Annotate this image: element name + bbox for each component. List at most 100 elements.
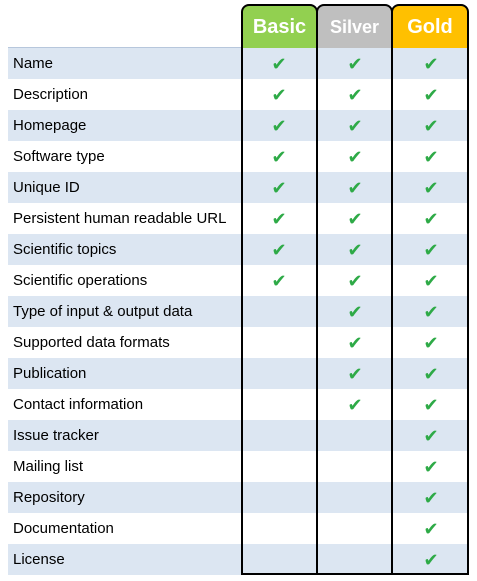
checkmark-icon: ✔: [347, 394, 363, 415]
checkmark-icon: ✔: [423, 456, 439, 477]
table-row: Contact information ✔ ✔: [8, 389, 469, 420]
table-row: Unique ID ✔ ✔ ✔: [8, 172, 469, 203]
checkmark-icon: ✔: [423, 208, 439, 229]
feature-label: Publication: [13, 365, 87, 382]
checkmark-icon: ✔: [423, 518, 439, 539]
cell-basic: [241, 513, 317, 544]
cell-silver: ✔: [317, 79, 393, 110]
checkmark-icon: ✔: [423, 53, 439, 74]
column-divider: [316, 48, 318, 575]
feature-label: Homepage: [13, 117, 87, 134]
feature-label: Mailing list: [13, 458, 84, 475]
feature-label: Documentation: [13, 520, 114, 537]
feature-label: Scientific topics: [13, 241, 117, 258]
cell-silver: ✔: [317, 110, 393, 141]
cell-silver: [317, 544, 393, 575]
checkmark-icon: ✔: [347, 363, 363, 384]
checkmark-icon: ✔: [347, 301, 363, 322]
table-row: Repository ✔: [8, 482, 469, 513]
cell-gold: ✔: [393, 110, 469, 141]
feature-label: Type of input & output data: [13, 303, 193, 320]
cell-gold: ✔: [393, 513, 469, 544]
cell-basic: [241, 420, 317, 451]
checkmark-icon: ✔: [271, 208, 287, 229]
feature-label: Contact information: [13, 396, 144, 413]
checkmark-icon: ✔: [271, 270, 287, 291]
checkmark-icon: ✔: [423, 425, 439, 446]
feature-label: Persistent human readable URL: [13, 210, 227, 227]
cell-silver: ✔: [317, 172, 393, 203]
cell-basic: ✔: [241, 110, 317, 141]
cell-gold: ✔: [393, 358, 469, 389]
checkmark-icon: ✔: [347, 270, 363, 291]
cell-gold: ✔: [393, 265, 469, 296]
checkmark-icon: ✔: [271, 239, 287, 260]
checkmark-icon: ✔: [423, 270, 439, 291]
cell-silver: [317, 513, 393, 544]
cell-basic: ✔: [241, 141, 317, 172]
cell-gold: ✔: [393, 172, 469, 203]
table-row: Issue tracker ✔: [8, 420, 469, 451]
cell-silver: ✔: [317, 141, 393, 172]
checkmark-icon: ✔: [423, 115, 439, 136]
table-row: Description ✔ ✔ ✔: [8, 79, 469, 110]
cell-silver: ✔: [317, 358, 393, 389]
checkmark-icon: ✔: [271, 177, 287, 198]
cell-basic: ✔: [241, 265, 317, 296]
checkmark-icon: ✔: [271, 146, 287, 167]
tier-header-gold: Gold: [391, 4, 469, 48]
cell-basic: [241, 544, 317, 575]
checkmark-icon: ✔: [347, 146, 363, 167]
cell-silver: ✔: [317, 48, 393, 79]
cell-silver: [317, 420, 393, 451]
cell-gold: ✔: [393, 79, 469, 110]
checkmark-icon: ✔: [423, 177, 439, 198]
column-divider: [391, 48, 393, 575]
table-row: Scientific operations ✔ ✔ ✔: [8, 265, 469, 296]
cell-basic: ✔: [241, 203, 317, 234]
checkmark-icon: ✔: [271, 115, 287, 136]
checkmark-icon: ✔: [347, 332, 363, 353]
table-row: Supported data formats ✔ ✔: [8, 327, 469, 358]
checkmark-icon: ✔: [423, 146, 439, 167]
column-divider: [241, 48, 243, 575]
checkmark-icon: ✔: [271, 53, 287, 74]
cell-silver: ✔: [317, 327, 393, 358]
feature-label: Software type: [13, 148, 105, 165]
checkmark-icon: ✔: [347, 84, 363, 105]
checkmark-icon: ✔: [423, 487, 439, 508]
table-row: Mailing list ✔: [8, 451, 469, 482]
cell-basic: ✔: [241, 48, 317, 79]
cell-basic: [241, 358, 317, 389]
cell-gold: ✔: [393, 420, 469, 451]
cell-basic: ✔: [241, 234, 317, 265]
cell-gold: ✔: [393, 451, 469, 482]
cell-basic: [241, 327, 317, 358]
cell-gold: ✔: [393, 203, 469, 234]
cell-gold: ✔: [393, 234, 469, 265]
checkmark-icon: ✔: [271, 84, 287, 105]
table-row: Persistent human readable URL ✔ ✔ ✔: [8, 203, 469, 234]
feature-label: Repository: [13, 489, 85, 506]
checkmark-icon: ✔: [423, 332, 439, 353]
feature-grid: Name ✔ ✔ ✔ Description ✔ ✔ ✔ Homepage ✔ ✔ ✔ Software…: [8, 48, 469, 575]
table-row: Name ✔ ✔ ✔: [8, 48, 469, 79]
cell-basic: [241, 482, 317, 513]
table-row: Documentation ✔: [8, 513, 469, 544]
cell-silver: ✔: [317, 234, 393, 265]
feature-label: Unique ID: [13, 179, 80, 196]
cell-basic: ✔: [241, 79, 317, 110]
cell-basic: [241, 451, 317, 482]
checkmark-icon: ✔: [423, 84, 439, 105]
checkmark-icon: ✔: [347, 208, 363, 229]
cell-silver: [317, 482, 393, 513]
table-top-border: [8, 47, 241, 48]
cell-basic: ✔: [241, 172, 317, 203]
checkmark-icon: ✔: [423, 301, 439, 322]
cell-silver: [317, 451, 393, 482]
cell-basic: [241, 389, 317, 420]
table-row: Homepage ✔ ✔ ✔: [8, 110, 469, 141]
tier-header-silver: Silver: [316, 4, 393, 48]
cell-gold: ✔: [393, 482, 469, 513]
